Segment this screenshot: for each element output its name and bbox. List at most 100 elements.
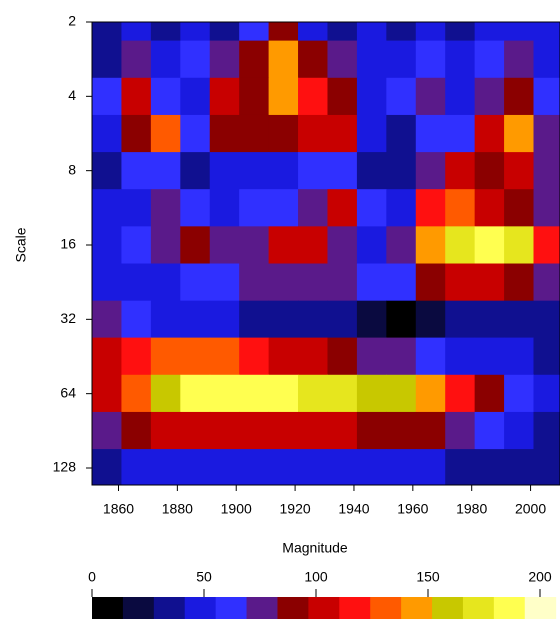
heat-cell (180, 411, 211, 450)
heat-cell (504, 449, 535, 485)
heat-cell (150, 337, 181, 376)
heat-cell (504, 226, 535, 265)
heat-cell (327, 152, 358, 190)
heat-cell (209, 337, 240, 376)
heat-cell (415, 40, 446, 79)
heat-cell (356, 77, 387, 116)
heat-cell (445, 300, 476, 339)
heat-cell (150, 374, 181, 413)
heat-cell (121, 189, 152, 227)
heat-cell (415, 152, 446, 190)
heat-cell (445, 226, 476, 265)
heat-cell (474, 40, 505, 79)
heat-cell (268, 449, 299, 485)
heat-cell (121, 226, 152, 265)
heat-cell (327, 226, 358, 265)
heat-cell (356, 449, 387, 485)
heat-cell (239, 114, 270, 153)
heat-cell (415, 77, 446, 116)
heat-cell (415, 22, 446, 42)
heat-cell (298, 300, 328, 339)
heat-cell (474, 22, 505, 42)
heat-cell (180, 263, 211, 302)
heat-cell (298, 449, 328, 485)
heat-cell (445, 263, 476, 302)
heat-cell (327, 337, 358, 376)
heat-cell (268, 337, 299, 376)
heat-cell (239, 337, 270, 376)
heat-cell (268, 77, 299, 116)
heat-cell (121, 22, 152, 42)
heat-cell (92, 77, 122, 116)
heat-cell (298, 77, 328, 116)
heat-cell (445, 22, 476, 42)
heat-cell (533, 22, 560, 42)
colorbar-swatch (432, 597, 464, 619)
heat-cell (327, 77, 358, 116)
heat-cell (474, 411, 505, 450)
heat-cell (239, 226, 270, 265)
heat-cell (474, 300, 505, 339)
heat-cell (150, 189, 181, 227)
heat-cell (92, 263, 122, 302)
heat-cell (445, 411, 476, 450)
heat-cell (504, 22, 535, 42)
heat-cell (533, 152, 560, 190)
heat-cell (386, 77, 417, 116)
heat-cell (504, 114, 535, 153)
heat-cell (239, 189, 270, 227)
heat-cell (121, 411, 152, 450)
heat-cell (298, 189, 328, 227)
x-tick-label: 1980 (456, 501, 487, 517)
heat-cell (327, 114, 358, 153)
x-tick-label: 2000 (515, 501, 546, 517)
heat-cell (121, 449, 152, 485)
heat-cell (92, 411, 122, 450)
heat-cell (445, 374, 476, 413)
heat-cell (121, 152, 152, 190)
colorbar-tick-label: 100 (304, 569, 328, 585)
heat-cell (386, 411, 417, 450)
heat-cell (180, 22, 211, 42)
heat-cell (92, 300, 122, 339)
heat-cell (150, 226, 181, 265)
heat-cell (268, 374, 299, 413)
colorbar-tick-label: 200 (528, 569, 552, 585)
heat-cell (356, 40, 387, 79)
heat-cell (386, 40, 417, 79)
heat-cell (180, 449, 211, 485)
heat-cell (445, 114, 476, 153)
y-tick-label: 4 (68, 87, 76, 103)
heat-cell (121, 374, 152, 413)
heat-cell (298, 114, 328, 153)
heat-cell (92, 337, 122, 376)
heat-cell (239, 77, 270, 116)
heat-cell (415, 411, 446, 450)
heat-cell (386, 152, 417, 190)
colorbar-tick-label: 0 (88, 569, 96, 585)
heat-cell (356, 337, 387, 376)
heat-cell (209, 189, 240, 227)
heat-cell (180, 374, 211, 413)
colorbar-swatch (246, 597, 278, 619)
heat-cell (150, 449, 181, 485)
heat-cell (239, 411, 270, 450)
heat-cell (180, 337, 211, 376)
heat-cell (209, 22, 240, 42)
heat-cell (92, 189, 122, 227)
colorbar-tick-label: 50 (196, 569, 212, 585)
heat-cell (504, 300, 535, 339)
heat-cell (504, 152, 535, 190)
heat-cell (121, 337, 152, 376)
heat-cell (92, 374, 122, 413)
heat-cell (180, 300, 211, 339)
colorbar-swatch (122, 597, 155, 619)
heat-cell (180, 189, 211, 227)
heat-cell (504, 337, 535, 376)
heat-cell (268, 22, 299, 42)
heat-cell (121, 77, 152, 116)
heat-cell (474, 114, 505, 153)
colorbar-swatch (370, 597, 402, 619)
heat-cell (209, 263, 240, 302)
heat-cell (474, 152, 505, 190)
